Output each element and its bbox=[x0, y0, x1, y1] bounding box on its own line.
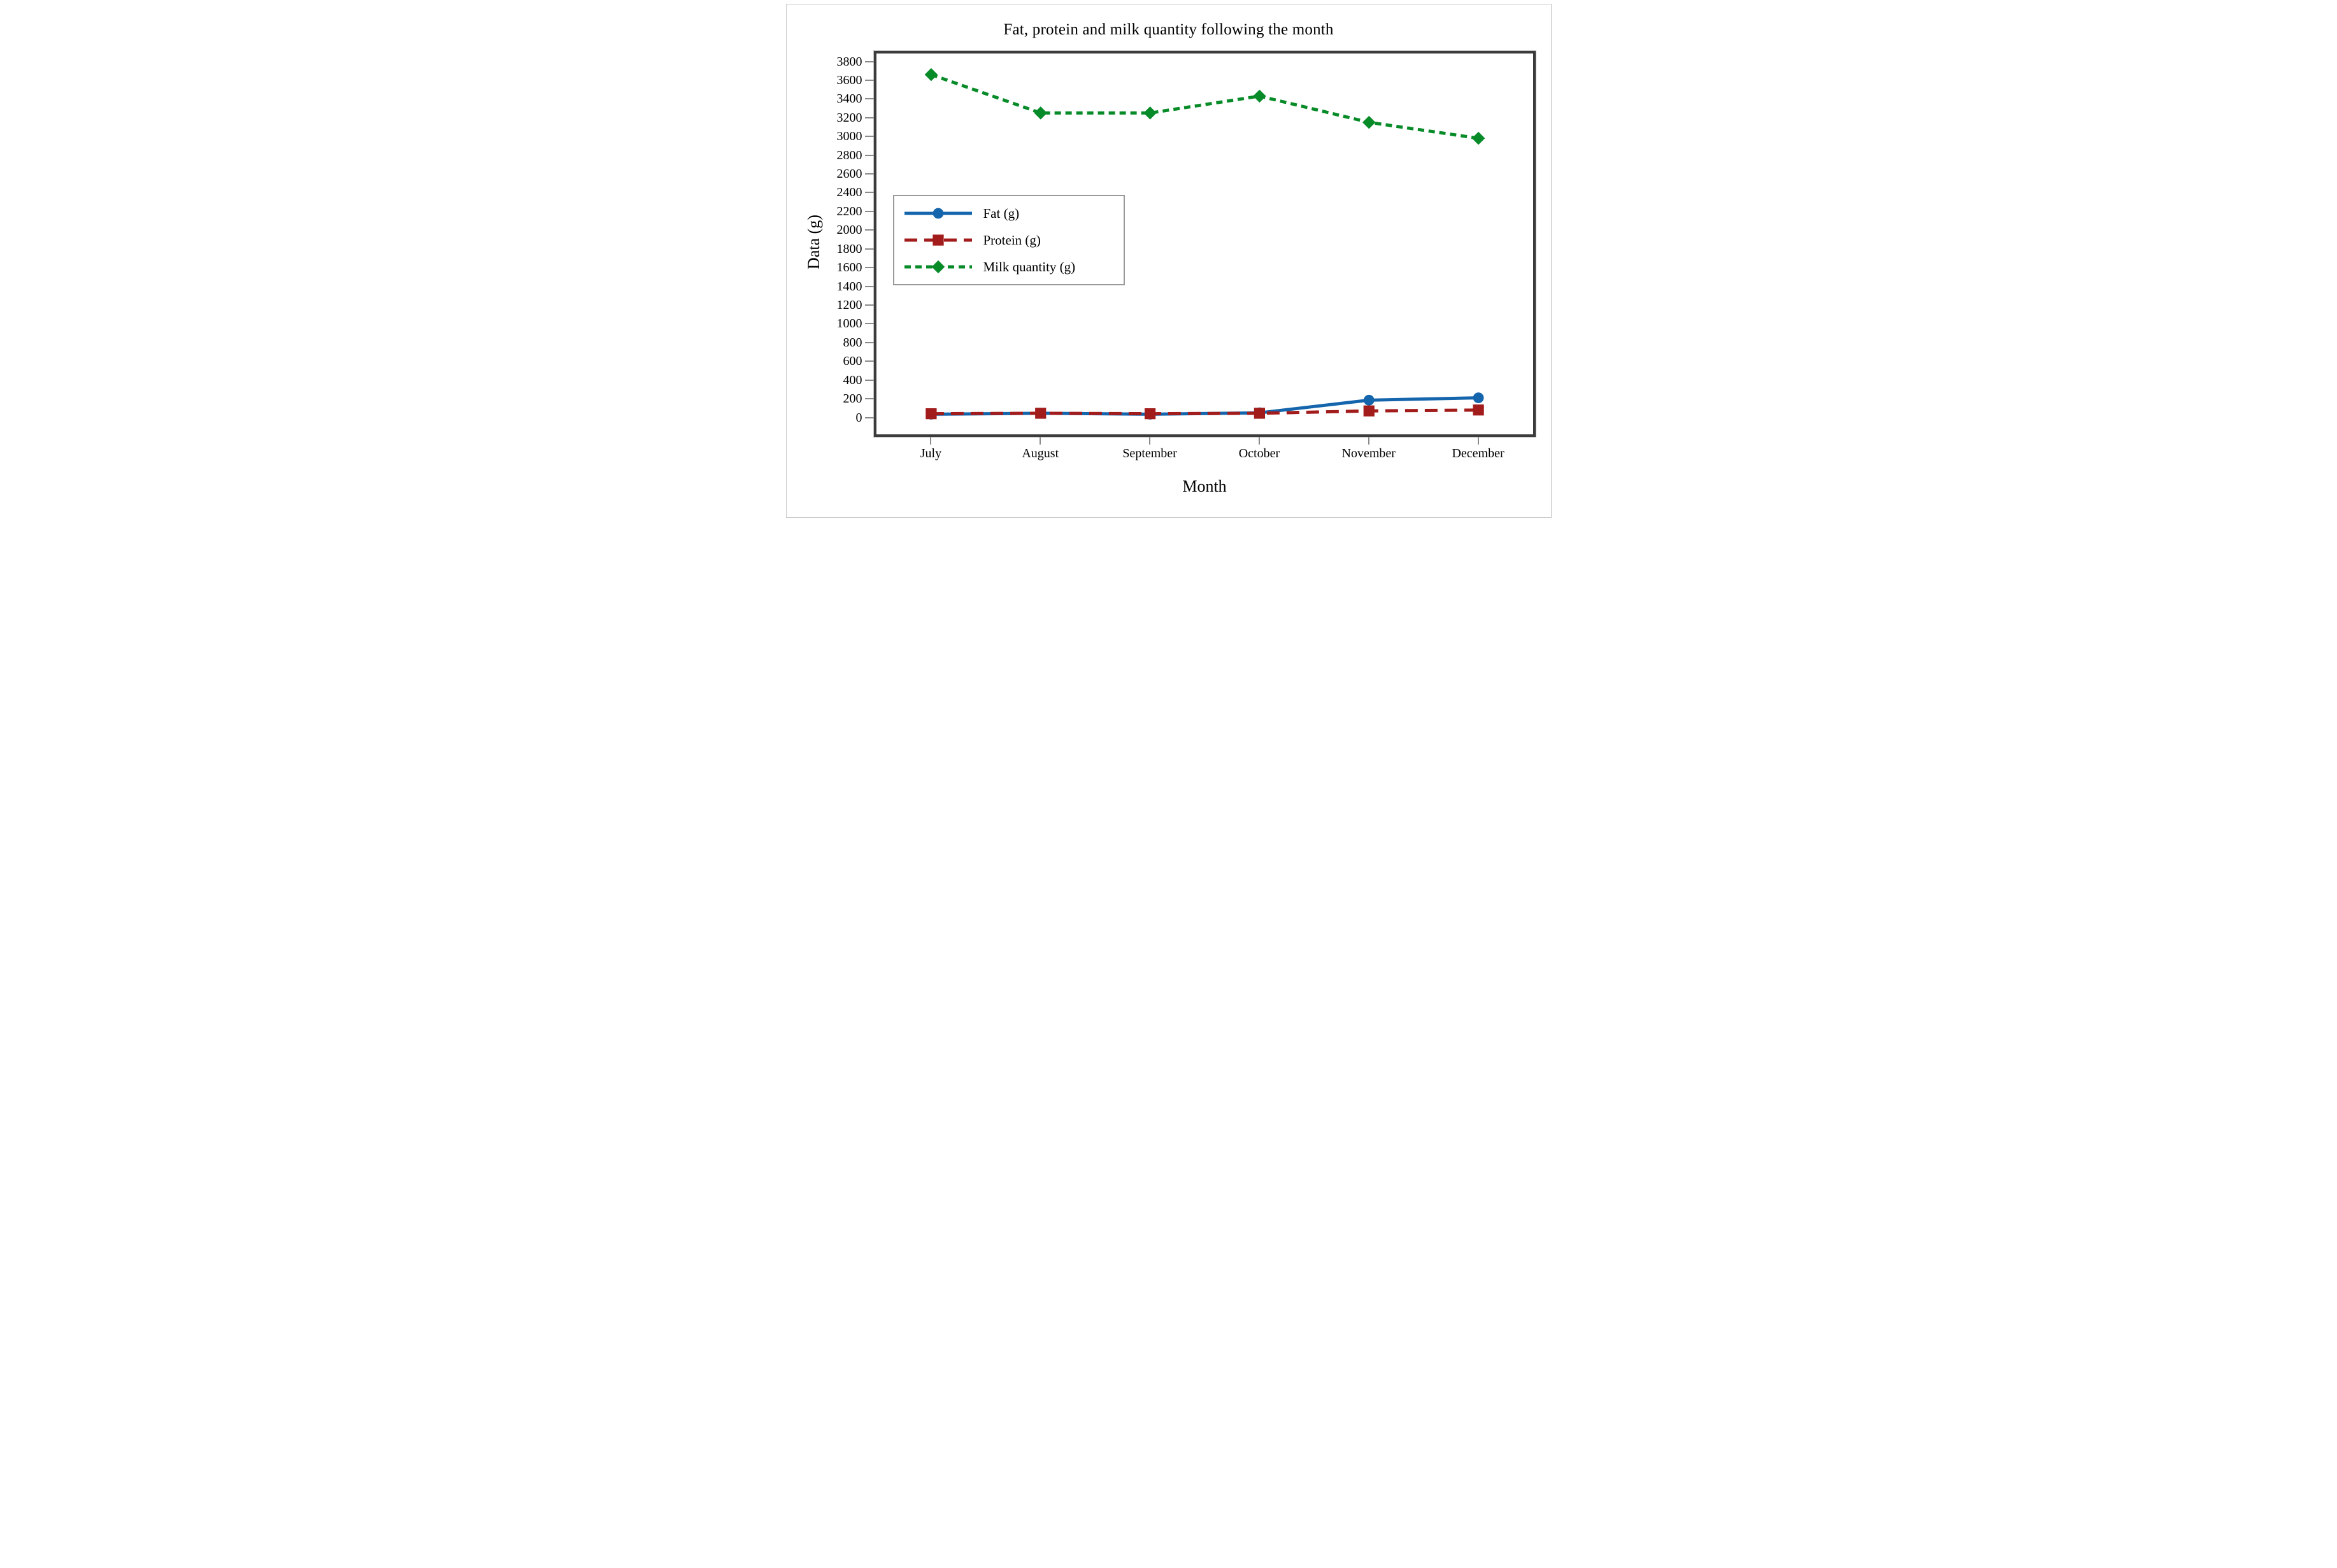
square-marker bbox=[1363, 405, 1375, 417]
series-line-1 bbox=[931, 408, 1478, 416]
y-tick-label: 3400 bbox=[836, 92, 862, 106]
y-tick-label: 1600 bbox=[836, 260, 862, 275]
x-tick-label: September bbox=[1122, 446, 1177, 460]
y-tick-label: 2000 bbox=[836, 223, 862, 238]
y-tick-label: 400 bbox=[843, 373, 862, 387]
chart-title: Fat, protein and milk quantity following… bbox=[1003, 21, 1334, 38]
diamond-marker bbox=[1143, 106, 1157, 120]
y-tick-mark bbox=[864, 398, 874, 400]
square-marker bbox=[932, 234, 944, 246]
plot-area: Fat (g) Protein (g) Milk quantity (g) bbox=[873, 51, 1536, 437]
x-tick-label: July bbox=[920, 446, 942, 460]
y-tick-label: 1200 bbox=[836, 297, 862, 312]
y-tick-label: 3600 bbox=[836, 73, 862, 87]
diamond-marker bbox=[931, 260, 945, 274]
y-tick-label: 3800 bbox=[836, 54, 862, 69]
y-tick-label: 1800 bbox=[836, 241, 862, 256]
square-marker bbox=[1472, 404, 1484, 416]
x-tick-mark bbox=[1149, 437, 1151, 445]
x-tick-label: November bbox=[1341, 446, 1396, 460]
x-tick-label: October bbox=[1238, 446, 1280, 460]
legend-line-sample bbox=[904, 208, 972, 219]
y-tick-mark bbox=[864, 210, 874, 212]
diamond-marker bbox=[1252, 89, 1266, 103]
y-tick-mark bbox=[864, 61, 874, 62]
y-tick-mark bbox=[864, 360, 874, 362]
y-tick-mark bbox=[864, 304, 874, 306]
legend-line-sample bbox=[904, 260, 972, 274]
series-line-2 bbox=[930, 73, 1478, 140]
x-tick-mark bbox=[930, 437, 932, 445]
y-tick-label: 1400 bbox=[836, 279, 862, 294]
y-tick-mark bbox=[864, 117, 874, 118]
legend-label: Fat (g) bbox=[983, 205, 1020, 221]
y-tick-mark bbox=[864, 173, 874, 175]
x-tick-mark bbox=[1477, 437, 1479, 445]
y-tick-mark bbox=[864, 248, 874, 250]
x-axis-title: Month bbox=[1182, 477, 1227, 495]
diamond-marker bbox=[1471, 131, 1485, 145]
chart-canvas bbox=[924, 68, 1485, 420]
y-tick-label: 200 bbox=[843, 392, 862, 406]
circle-marker bbox=[1473, 392, 1483, 404]
y-tick-label: 3200 bbox=[836, 110, 862, 125]
y-tick-label: 2200 bbox=[836, 204, 862, 218]
square-marker bbox=[925, 408, 937, 420]
legend-label: Protein (g) bbox=[983, 232, 1041, 248]
diamond-marker bbox=[924, 68, 938, 82]
x-tick-label: December bbox=[1452, 446, 1504, 460]
y-tick-mark bbox=[864, 285, 874, 287]
y-tick-mark bbox=[864, 192, 874, 194]
y-tick-mark bbox=[864, 98, 874, 100]
diamond-marker bbox=[1034, 106, 1047, 120]
square-marker bbox=[1144, 408, 1155, 420]
legend-item-protein-g: Protein (g) bbox=[903, 229, 1124, 251]
y-tick-mark bbox=[864, 379, 874, 381]
circle-marker bbox=[1363, 394, 1375, 406]
y-tick-mark bbox=[864, 154, 874, 156]
y-tick-label: 600 bbox=[843, 354, 862, 369]
y-tick-label: 2600 bbox=[836, 167, 862, 182]
y-tick-label: 800 bbox=[843, 335, 862, 350]
y-tick-mark bbox=[864, 341, 874, 343]
legend-item-fat-g: Fat (g) bbox=[903, 203, 1124, 224]
diamond-marker bbox=[1362, 115, 1375, 129]
x-tick-mark bbox=[1258, 437, 1260, 445]
legend-line-sample bbox=[904, 234, 972, 246]
y-tick-mark bbox=[864, 267, 874, 269]
y-tick-label: 2400 bbox=[836, 185, 862, 200]
y-tick-mark bbox=[864, 323, 874, 325]
y-tick-label: 1000 bbox=[836, 317, 862, 331]
y-tick-mark bbox=[864, 417, 874, 418]
square-marker bbox=[1034, 408, 1046, 419]
circle-marker bbox=[933, 208, 943, 219]
figure: Fat, protein and milk quantity following… bbox=[785, 4, 1552, 518]
y-tick-label: 0 bbox=[855, 410, 862, 425]
y-tick-mark bbox=[864, 229, 874, 231]
legend-item-milk-quantity-g: Milk quantity (g) bbox=[903, 256, 1124, 278]
legend: Fat (g) Protein (g) Milk quantity (g) bbox=[892, 195, 1125, 285]
x-tick-label: August bbox=[1022, 446, 1059, 460]
y-tick-label: 3000 bbox=[836, 129, 862, 144]
square-marker bbox=[1254, 408, 1265, 419]
y-tick-mark bbox=[864, 136, 874, 138]
x-tick-mark bbox=[1040, 437, 1041, 445]
x-tick-mark bbox=[1368, 437, 1369, 445]
y-tick-mark bbox=[864, 79, 874, 81]
legend-label: Milk quantity (g) bbox=[983, 259, 1076, 274]
y-tick-label: 2800 bbox=[836, 148, 862, 162]
